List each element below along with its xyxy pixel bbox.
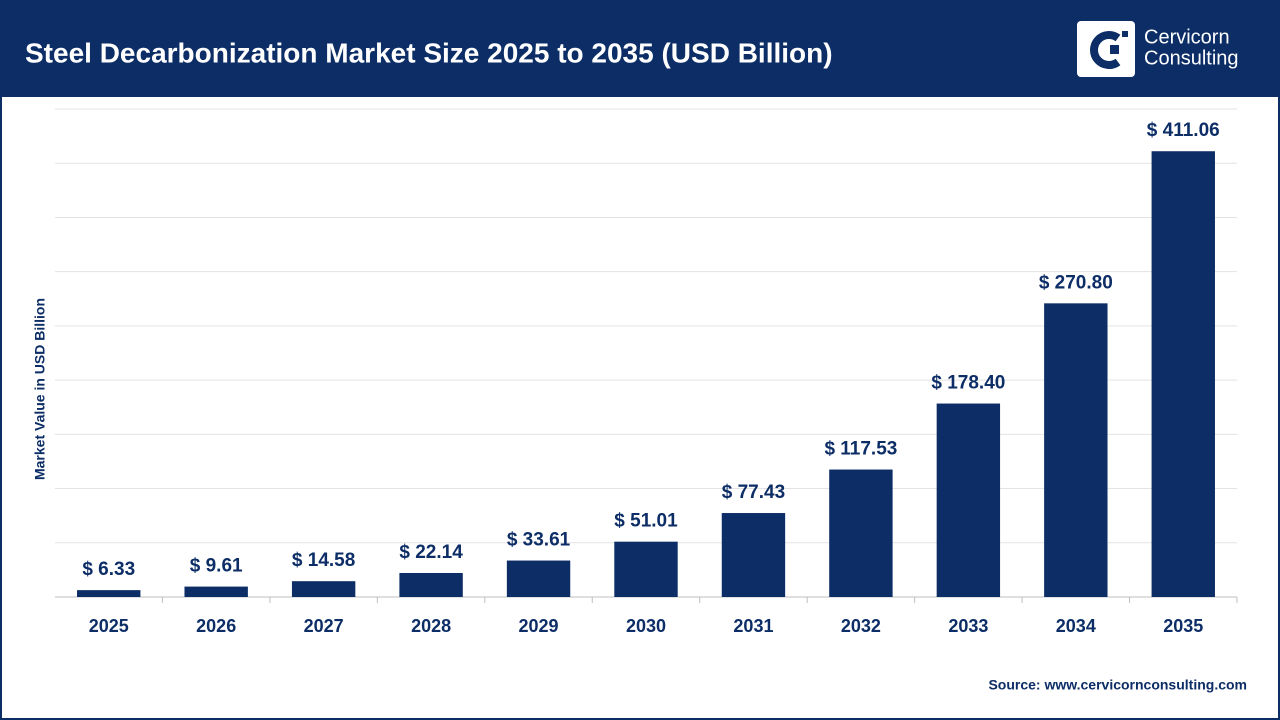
x-tick-label: 2031 (733, 616, 773, 636)
x-tick-label: 2032 (841, 616, 881, 636)
bar (1151, 151, 1215, 597)
logo-icon (1122, 31, 1128, 37)
logo-icon (1110, 45, 1119, 54)
value-label: $ 117.53 (824, 439, 897, 460)
header (0, 0, 1280, 97)
x-tick-label: 2035 (1163, 616, 1203, 636)
logo-box (1077, 21, 1135, 77)
value-label: $ 22.14 (399, 542, 463, 563)
bar (506, 560, 571, 597)
x-tick-label: 2029 (519, 616, 559, 636)
value-label: $ 270.80 (1039, 272, 1113, 293)
bar (184, 586, 248, 597)
bar (614, 541, 678, 597)
value-label: $ 33.61 (507, 530, 571, 551)
chart-title: Steel Decarbonization Market Size 2025 t… (25, 37, 833, 68)
value-label: $ 14.58 (292, 550, 355, 571)
value-label: $ 77.43 (722, 482, 785, 503)
bar (1044, 303, 1108, 597)
logo-icon (1090, 31, 1121, 69)
source: Source: www.cervicornconsulting.com (988, 677, 1247, 693)
x-tick-label: 2027 (304, 616, 344, 636)
x-tick-label: 2030 (626, 616, 666, 636)
bar (291, 581, 356, 597)
value-label: $ 9.61 (190, 556, 243, 577)
value-label: $ 178.40 (931, 373, 1005, 394)
value-label: $ 411.06 (1147, 120, 1220, 141)
bar (829, 469, 893, 597)
value-label: $ 6.33 (82, 559, 135, 580)
bar (936, 403, 1001, 597)
bar (77, 590, 141, 597)
logo-text: Consulting (1144, 47, 1239, 69)
bar (399, 572, 463, 597)
value-label: $ 51.01 (614, 511, 678, 532)
x-tick-label: 2033 (948, 616, 988, 636)
x-tick-label: 2026 (196, 616, 236, 636)
logo-text: Cervicorn (1144, 26, 1230, 48)
x-tick-label: 2025 (89, 616, 129, 636)
x-tick-label: 2034 (1056, 616, 1096, 636)
bar (721, 513, 786, 597)
logo: Cervicorn Consulting (1077, 21, 1239, 77)
x-tick-label: 2028 (411, 616, 451, 636)
y-axis-label: Market Value in USD Billion (32, 298, 48, 480)
